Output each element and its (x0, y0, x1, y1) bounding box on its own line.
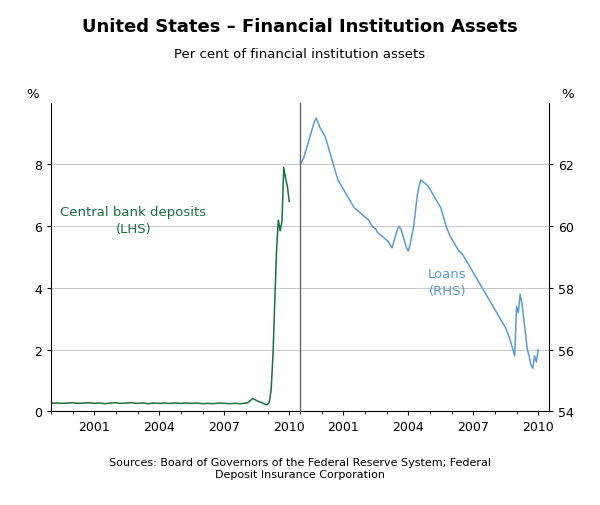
Text: %: % (26, 87, 39, 100)
Text: Sources: Board of Governors of the Federal Reserve System; Federal
Deposit Insur: Sources: Board of Governors of the Feder… (109, 457, 491, 479)
Text: %: % (561, 87, 574, 100)
Text: Loans
(RHS): Loans (RHS) (428, 267, 467, 297)
Text: Central bank deposits
(LHS): Central bank deposits (LHS) (60, 206, 206, 235)
Text: United States – Financial Institution Assets: United States – Financial Institution As… (82, 18, 518, 36)
Text: Per cent of financial institution assets: Per cent of financial institution assets (175, 48, 425, 61)
